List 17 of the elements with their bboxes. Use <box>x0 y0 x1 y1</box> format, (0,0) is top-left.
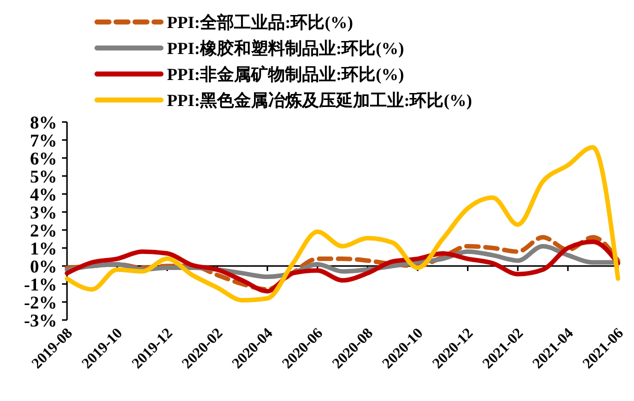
y-tick-label: 5% <box>30 166 57 186</box>
legend-label: PPI:橡胶和塑料制品业:环比(%) <box>167 38 404 58</box>
line-series <box>64 144 620 302</box>
legend-label: PPI:黑色金属冶炼及压延加工业:环比(%) <box>167 90 472 110</box>
y-tick-label: -1% <box>24 274 57 294</box>
y-tick-label: 8% <box>30 112 57 132</box>
y-tick-label: 2% <box>30 220 57 240</box>
y-tick-label: 0% <box>30 256 57 276</box>
y-tick-label: 1% <box>30 238 57 258</box>
legend-label: PPI:非金属矿物制品业:环比(%) <box>167 64 404 84</box>
y-tick-label: 7% <box>30 130 57 150</box>
y-tick-label: -2% <box>24 292 57 312</box>
y-tick-label: 4% <box>30 184 57 204</box>
y-tick-label: -3% <box>24 310 57 330</box>
legend-label: PPI:全部工业品:环比(%) <box>167 12 354 32</box>
y-tick-label: 3% <box>30 202 57 222</box>
y-tick-label: 6% <box>30 148 57 168</box>
